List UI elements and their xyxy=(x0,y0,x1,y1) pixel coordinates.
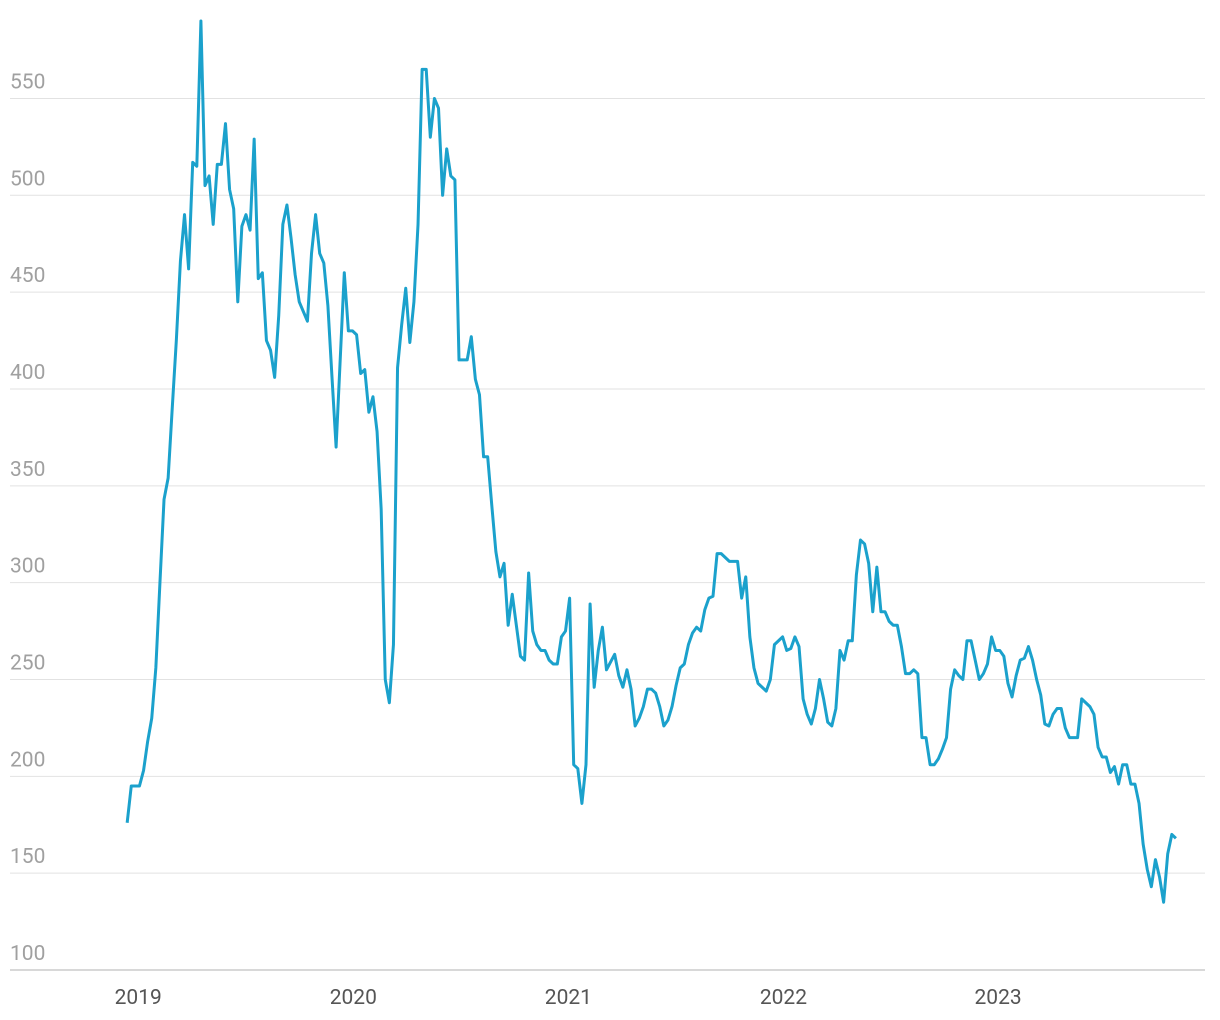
x-tick-label: 2019 xyxy=(115,986,162,1010)
y-tick-label: 350 xyxy=(10,458,45,482)
y-tick-label: 550 xyxy=(10,70,45,94)
x-tick-label: 2023 xyxy=(975,986,1022,1010)
x-tick-label: 2020 xyxy=(330,986,377,1010)
data-line xyxy=(125,19,1177,904)
y-tick-label: 400 xyxy=(10,361,45,385)
x-tick-label: 2021 xyxy=(545,986,592,1010)
y-tick-label: 450 xyxy=(10,264,45,288)
y-tick-label: 150 xyxy=(10,845,45,869)
y-tick-label: 500 xyxy=(10,167,45,191)
y-tick-label: 250 xyxy=(10,651,45,675)
x-tick-label: 2022 xyxy=(760,986,807,1010)
y-tick-label: 300 xyxy=(10,555,45,579)
y-tick-label: 100 xyxy=(10,942,45,966)
y-tick-label: 200 xyxy=(10,748,45,772)
